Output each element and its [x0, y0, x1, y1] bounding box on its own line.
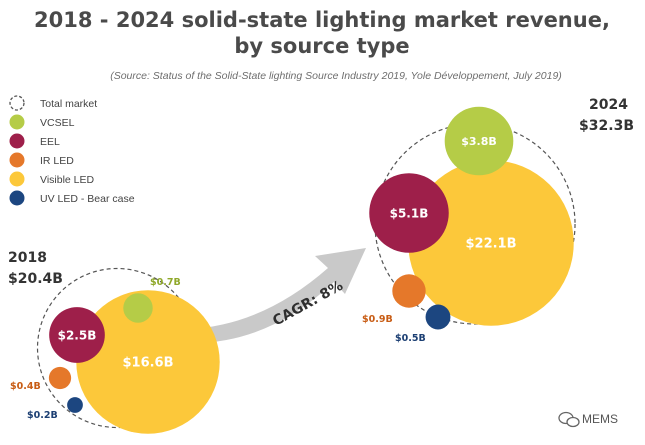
- bubble-uv-led: [67, 397, 83, 413]
- total-value-label: $32.3B: [579, 118, 634, 134]
- total-value-label: $20.4B: [8, 271, 63, 287]
- legend-label: IR LED: [40, 155, 74, 167]
- bubble-ir-led: [392, 274, 426, 308]
- year-label: 2018: [8, 250, 47, 266]
- watermark-text: MEMS: [582, 412, 618, 426]
- legend-item-total: Total market: [9, 95, 97, 111]
- bubbles: 2018 $20.4B $16.6B $2.5B $0.7B $0.4B $0.2B 2024…: [8, 97, 634, 434]
- wechat-icon: [558, 411, 580, 428]
- legend-swatch: [9, 171, 25, 187]
- bubble-eel: [369, 173, 449, 253]
- legend-item-vcsel: VCSEL: [9, 114, 75, 130]
- bubble-uv-led: [425, 304, 451, 330]
- bubble-value-label-uv-led: $0.5B: [395, 333, 426, 344]
- bubble-value-label-vcsel: $0.7B: [150, 277, 181, 288]
- source-citation: (Source: Status of the Solid-State light…: [110, 70, 562, 82]
- bubble-eel: [49, 307, 105, 363]
- legend-item-ir-led: IR LED: [9, 152, 74, 168]
- bubble-group-2024: 2024 $32.3B $22.1B $5.1B $3.8B $0.9B$0.5B: [362, 97, 634, 344]
- legend-swatch: [9, 133, 25, 149]
- chart-title-line1: 2018 - 2024 solid-state lighting market …: [34, 8, 610, 32]
- bubble-vcsel: [123, 293, 153, 323]
- legend-swatch: [9, 190, 25, 206]
- bubble-value-label-eel: $5.1B: [390, 206, 429, 220]
- legend-label: Total market: [40, 98, 97, 110]
- legend-label: Visible LED: [40, 174, 95, 186]
- legend-item-uv-led: UV LED - Bear case: [9, 190, 135, 206]
- legend-item-eel: EEL: [9, 133, 60, 149]
- bubble-visible-led: [408, 160, 574, 326]
- bubble-value-label-vcsel: $3.8B: [461, 135, 497, 148]
- legend-item-visible-led: Visible LED: [9, 171, 95, 187]
- legend-swatch: [9, 152, 25, 168]
- bubble-value-label-eel: $2.5B: [58, 328, 97, 342]
- bubble-value-label-uv-led: $0.2B: [27, 410, 58, 421]
- bubble-group-2018: 2018 $20.4B $16.6B $2.5B $0.7B $0.4B $0.2B: [8, 250, 220, 434]
- chart-title-line2: by source type: [234, 34, 409, 58]
- legend-label: EEL: [40, 136, 60, 148]
- bubble-value-label-ir-led: $0.9B: [362, 314, 393, 325]
- legend-label: UV LED - Bear case: [40, 193, 135, 205]
- legend-label: VCSEL: [40, 117, 75, 129]
- legend-swatch: [9, 95, 25, 111]
- year-label: 2024: [589, 97, 628, 113]
- legend: Total market VCSEL EEL IR LED Visible LED UV …: [9, 95, 135, 206]
- bubble-value-label-visible-led: $22.1B: [465, 237, 516, 252]
- bubble-value-label-visible-led: $16.6B: [122, 356, 173, 371]
- bubble-vcsel: [444, 106, 514, 176]
- bubble-value-label-ir-led: $0.4B: [10, 381, 41, 392]
- legend-swatch: [9, 114, 25, 130]
- bubble-visible-led: [76, 290, 220, 434]
- bubble-ir-led: [48, 366, 72, 390]
